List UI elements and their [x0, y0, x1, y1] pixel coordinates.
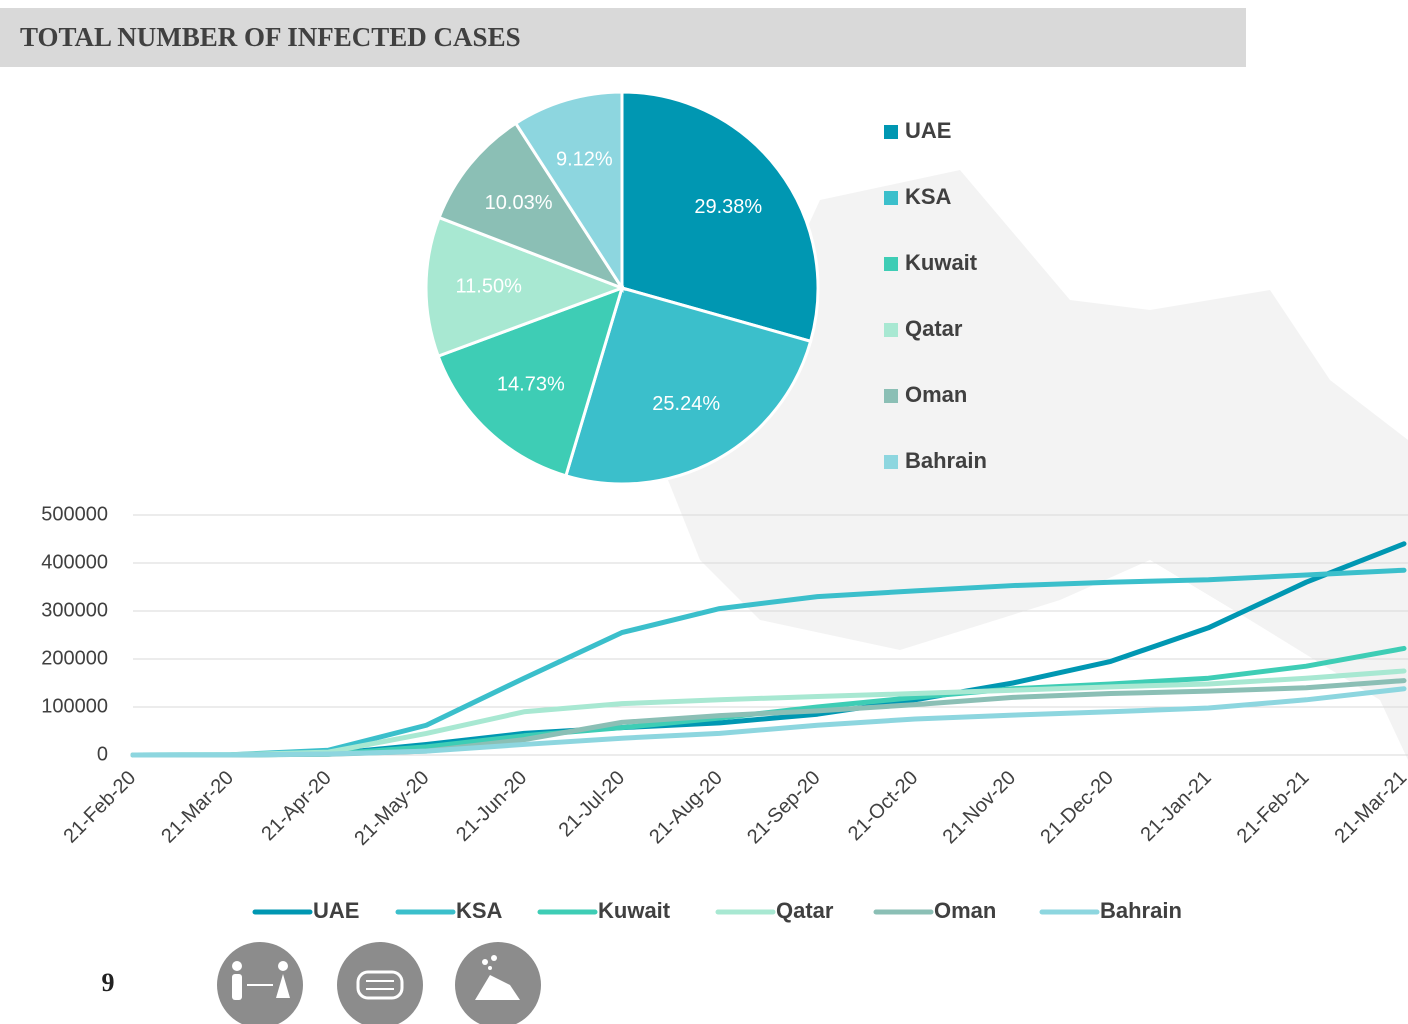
icon-handwash	[455, 942, 541, 1024]
header-title: TOTAL NUMBER OF INFECTED CASES	[20, 22, 521, 52]
legend-label: Kuwait	[598, 898, 671, 923]
legend-label: UAE	[905, 118, 951, 143]
pie-slice	[436, 285, 625, 478]
pie-slice	[437, 121, 626, 292]
pie-label: 25.24%	[652, 393, 720, 415]
x-tick-label: 21-Feb-20	[59, 767, 140, 848]
legend-label: UAE	[313, 898, 359, 923]
x-tick-label: 21-Mar-21	[1330, 767, 1408, 848]
legend-label: Bahrain	[905, 448, 987, 473]
legend-swatch	[884, 125, 898, 139]
legend-swatch	[884, 323, 898, 337]
pie-slice	[424, 215, 627, 359]
y-tick-label: 300000	[41, 599, 108, 621]
x-tick-label: 21-Nov-20	[939, 767, 1021, 849]
pie-label: 10.03%	[485, 192, 553, 214]
x-tick-label: 21-Dec-20	[1036, 767, 1118, 849]
line-series	[130, 668, 1407, 758]
legend-label: Kuwait	[905, 250, 978, 275]
y-tick-label: 0	[97, 743, 108, 765]
legend-swatch	[884, 191, 898, 205]
page-number: 9	[102, 968, 115, 997]
x-tick-label: 21-Feb-21	[1233, 767, 1314, 848]
header-bar	[0, 8, 1246, 67]
legend-label: KSA	[456, 898, 503, 923]
line-series	[130, 645, 1407, 758]
x-tick-label: 21-Sep-20	[743, 767, 825, 849]
legend-swatch	[884, 389, 898, 403]
legend-swatch	[884, 257, 898, 271]
legend-label: Qatar	[776, 898, 834, 923]
x-tick-label: 21-May-20	[350, 767, 433, 850]
x-tick-label: 21-Jun-20	[452, 767, 531, 846]
pie-slice	[620, 90, 820, 344]
icon-mask	[337, 942, 423, 1024]
pie-slice	[564, 286, 813, 486]
pie-label: 14.73%	[497, 374, 565, 396]
y-tick-label: 400000	[41, 551, 108, 573]
legend-label: Bahrain	[1100, 898, 1182, 923]
x-tick-label: 21-Apr-20	[257, 767, 335, 845]
x-tick-label: 21-Jan-21	[1136, 767, 1215, 846]
x-tick-label: 21-Oct-20	[844, 767, 922, 845]
y-tick-label: 100000	[41, 695, 108, 717]
pie-label: 9.12%	[556, 148, 613, 170]
legend-label: KSA	[905, 184, 952, 209]
x-tick-label: 21-Mar-20	[157, 767, 238, 848]
legend-label: Qatar	[905, 316, 963, 341]
legend-label: Oman	[905, 382, 967, 407]
pie-label: 29.38%	[694, 196, 762, 218]
pie-label: 11.50%	[456, 275, 523, 297]
map-background	[640, 170, 1408, 760]
pie-slice	[513, 90, 624, 294]
line-series	[130, 567, 1407, 758]
y-tick-label: 500000	[41, 503, 108, 525]
y-tick-label: 200000	[41, 647, 108, 669]
line-series	[130, 686, 1407, 758]
icon-distance	[217, 942, 303, 1024]
x-tick-label: 21-Jul-20	[555, 767, 630, 842]
x-tick-label: 21-Aug-20	[645, 767, 727, 849]
legend-swatch	[884, 455, 898, 469]
legend-label: Oman	[934, 898, 996, 923]
